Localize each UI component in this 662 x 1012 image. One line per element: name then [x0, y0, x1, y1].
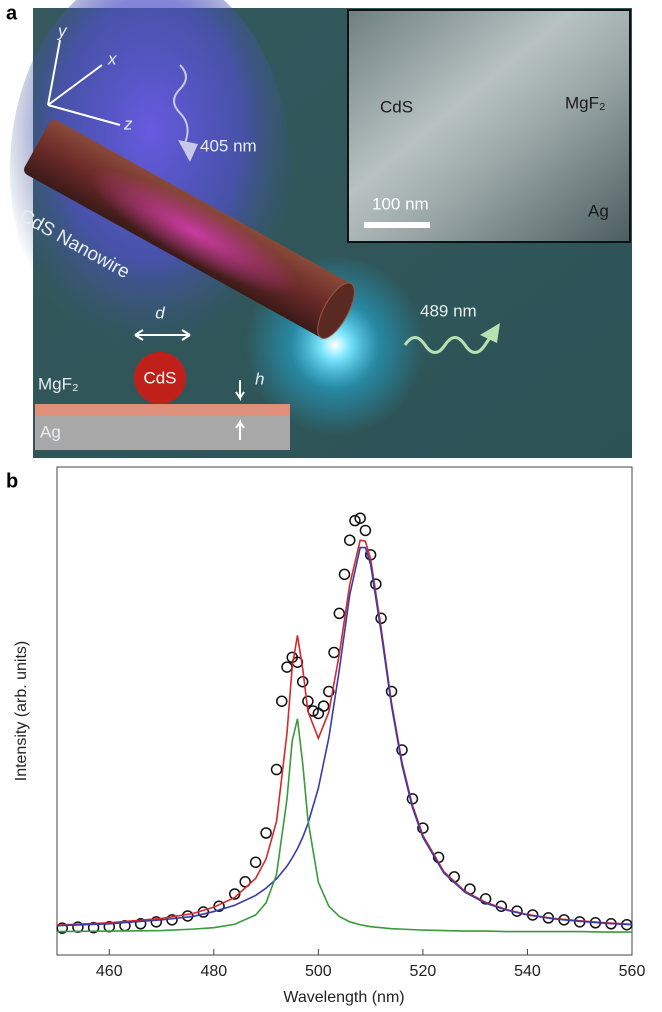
- data-point: [385, 685, 398, 698]
- plot-frame: [56, 466, 633, 956]
- x-tick-label: 460: [96, 963, 123, 980]
- data-point: [296, 675, 309, 688]
- y-axis-label: Intensity (arb. units): [13, 641, 30, 782]
- data-point: [260, 827, 272, 839]
- axes-icon: [47, 39, 121, 126]
- cds-cross-section: [134, 352, 186, 404]
- axis-label: y: [57, 21, 68, 40]
- data-point: [276, 695, 288, 707]
- emission-arrow: [480, 323, 500, 343]
- mgf2-layer: [35, 404, 290, 416]
- data-point: [239, 876, 251, 888]
- data-point: [349, 514, 361, 527]
- data-point: [359, 524, 372, 537]
- x-tick-label: 520: [410, 963, 437, 980]
- excitation-label: 405 nm: [200, 136, 257, 155]
- nanowire-glow: [88, 169, 301, 296]
- data-point: [333, 607, 346, 620]
- axis-label: x: [107, 49, 117, 68]
- data-point: [343, 534, 356, 546]
- d-label: d: [155, 303, 165, 322]
- data-point: [150, 916, 163, 928]
- inset-label: Ag: [588, 201, 609, 220]
- data-point: [249, 856, 262, 869]
- data-point: [87, 921, 100, 934]
- x-tick-label: 480: [200, 963, 227, 980]
- ag-layer: [35, 416, 290, 450]
- ag-label: Ag: [40, 422, 61, 441]
- excitation-arrow: [178, 140, 198, 162]
- data-point: [56, 922, 68, 934]
- data-point: [354, 512, 366, 524]
- x-tick-label: 500: [305, 963, 332, 980]
- fit-line: [56, 546, 633, 927]
- data-point: [302, 695, 314, 707]
- data-point: [270, 763, 283, 776]
- inset-image: [347, 9, 631, 243]
- data-point: [338, 568, 351, 581]
- emission-label: 489 nm: [420, 301, 477, 320]
- data-point: [228, 888, 241, 900]
- scale-bar: [364, 222, 430, 228]
- panel-label: b: [6, 470, 18, 492]
- fit-line: [56, 539, 633, 927]
- data-point: [375, 612, 387, 625]
- scale-label: 100 nm: [372, 194, 429, 213]
- data-point: [281, 661, 293, 673]
- x-tick-label: 540: [514, 963, 541, 980]
- nanowire: [24, 119, 355, 339]
- cds-label: CdS: [143, 368, 176, 387]
- data-point: [134, 918, 147, 930]
- fit-line: [56, 718, 632, 933]
- data-point: [317, 700, 330, 712]
- data-point: [328, 646, 340, 659]
- h-label: h: [255, 369, 264, 388]
- axis-label: z: [123, 114, 133, 133]
- data-point: [396, 744, 408, 756]
- mgf2-label: MgF₂: [38, 374, 79, 393]
- data-point: [72, 921, 84, 933]
- inset-label: CdS: [380, 97, 413, 116]
- inset-label: MgF₂: [565, 93, 606, 112]
- nanowire-end: [317, 282, 355, 339]
- d-arrow: [134, 329, 191, 341]
- emission-wave: [403, 326, 499, 354]
- h-arrows: [235, 380, 245, 440]
- excitation-wave: [173, 64, 189, 144]
- x-tick-label: 560: [619, 963, 646, 980]
- data-point: [323, 685, 335, 698]
- x-axis-label: Wavelength (nm): [283, 989, 404, 1006]
- panel-label: a: [6, 2, 18, 24]
